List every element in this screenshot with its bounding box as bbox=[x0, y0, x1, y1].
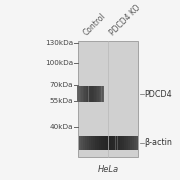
Bar bbox=[134, 136, 136, 150]
Bar bbox=[101, 136, 103, 150]
Bar bbox=[97, 86, 99, 102]
Bar bbox=[96, 86, 97, 102]
Bar bbox=[93, 136, 95, 150]
Bar bbox=[99, 136, 101, 150]
Bar bbox=[84, 86, 86, 102]
Bar bbox=[113, 136, 115, 150]
Bar bbox=[138, 136, 140, 150]
Bar bbox=[97, 136, 99, 150]
Bar bbox=[89, 136, 91, 150]
Bar bbox=[107, 136, 109, 150]
Bar bbox=[77, 86, 104, 102]
Bar bbox=[77, 86, 78, 102]
Bar bbox=[91, 136, 93, 150]
Bar bbox=[79, 136, 138, 150]
Bar bbox=[103, 136, 105, 150]
Bar bbox=[103, 86, 104, 102]
Bar bbox=[89, 86, 90, 102]
Text: 40kDa: 40kDa bbox=[50, 124, 73, 130]
Bar bbox=[85, 136, 87, 150]
Bar bbox=[81, 86, 83, 102]
Bar bbox=[102, 86, 103, 102]
Bar bbox=[100, 86, 102, 102]
Text: 55kDa: 55kDa bbox=[50, 98, 73, 104]
Bar bbox=[120, 136, 122, 150]
Text: PDCD4: PDCD4 bbox=[145, 90, 172, 99]
Bar bbox=[128, 136, 130, 150]
Bar bbox=[78, 86, 80, 102]
Text: 70kDa: 70kDa bbox=[50, 82, 73, 88]
Bar bbox=[99, 86, 100, 102]
Bar bbox=[122, 136, 124, 150]
Bar bbox=[109, 136, 111, 150]
Bar bbox=[130, 136, 132, 150]
Bar bbox=[111, 136, 113, 150]
Bar bbox=[87, 136, 89, 150]
Bar bbox=[95, 136, 97, 150]
Bar bbox=[91, 86, 93, 102]
Text: Control: Control bbox=[82, 11, 108, 37]
Bar bbox=[78, 41, 138, 157]
Bar bbox=[93, 86, 94, 102]
Bar bbox=[94, 86, 96, 102]
Bar bbox=[136, 136, 138, 150]
Text: 100kDa: 100kDa bbox=[45, 60, 73, 66]
Bar bbox=[118, 136, 120, 150]
Bar bbox=[80, 86, 81, 102]
Bar bbox=[132, 136, 134, 150]
Bar bbox=[105, 136, 107, 150]
Bar bbox=[107, 136, 109, 150]
Bar bbox=[83, 86, 84, 102]
Bar bbox=[81, 136, 83, 150]
Bar bbox=[79, 136, 81, 150]
Bar bbox=[124, 136, 126, 150]
Bar bbox=[83, 136, 85, 150]
Bar bbox=[87, 86, 89, 102]
Text: β-actin: β-actin bbox=[145, 138, 172, 147]
Bar bbox=[86, 86, 87, 102]
Text: 130kDa: 130kDa bbox=[45, 40, 73, 46]
Bar bbox=[104, 86, 106, 102]
Text: HeLa: HeLa bbox=[98, 165, 119, 174]
Bar bbox=[126, 136, 128, 150]
Bar bbox=[90, 86, 91, 102]
Bar bbox=[116, 136, 118, 150]
Text: PDCD4 KO: PDCD4 KO bbox=[108, 3, 142, 37]
